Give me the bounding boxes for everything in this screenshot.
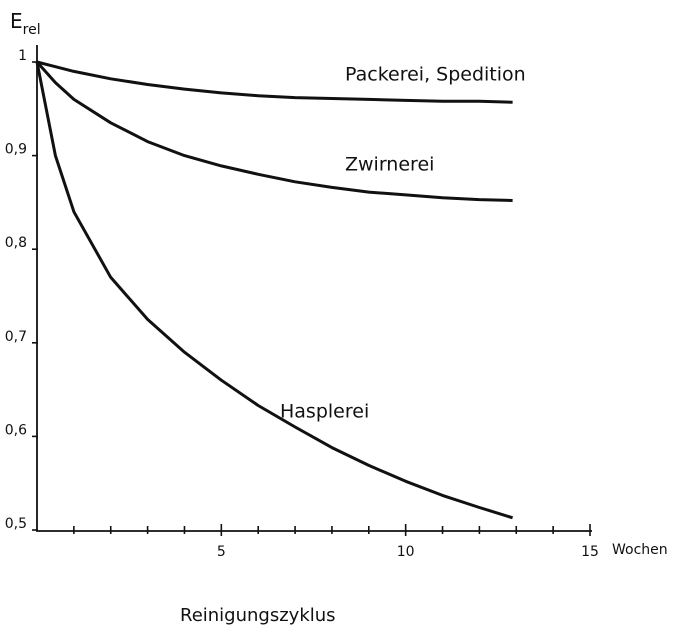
line-series (36, 60, 513, 104)
series-label: Hasplerei (280, 401, 369, 423)
series-label: Zwirnerei (345, 154, 434, 176)
line-series (35, 61, 513, 202)
x-tick-label: 10 (397, 544, 415, 560)
x-axis-label: Reinigungszyklus (180, 605, 336, 626)
line-series (35, 61, 514, 520)
y-tick-label: 1 (18, 48, 27, 64)
x-tick-label: 15 (581, 544, 599, 560)
y-tick-label: 0,9 (5, 142, 27, 158)
y-tick-label: 0,8 (5, 235, 27, 251)
x-unit-label: Wochen (612, 542, 668, 558)
y-label-main: E (10, 9, 23, 33)
y-tick-label: 0,6 (5, 422, 27, 438)
y-tick-label: 0,5 (5, 516, 27, 532)
y-label-sub: rel (23, 22, 41, 38)
series-label: Packerei, Spedition (345, 64, 526, 86)
y-tick-label: 0,7 (5, 329, 27, 345)
y-axis-label: Erel (10, 9, 41, 39)
axes (36, 45, 592, 532)
x-tick-label: 5 (217, 544, 226, 560)
